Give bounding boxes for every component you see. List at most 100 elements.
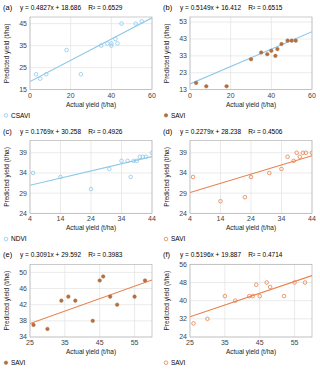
y-tick-label: 53 xyxy=(179,18,187,25)
scatter-point xyxy=(60,299,64,303)
scatter-point xyxy=(105,42,109,46)
panel: 253545552432404856(f)y = 0.5196x + 19.88… xyxy=(163,250,312,366)
legend-marker xyxy=(164,114,168,118)
panel-label: (f) xyxy=(163,250,171,259)
grid-line-x xyxy=(134,264,135,337)
panel-label: (c) xyxy=(3,127,12,136)
regression-line xyxy=(190,276,312,317)
y-tick-label: 24 xyxy=(179,333,187,340)
regression-line xyxy=(190,32,312,84)
grid-line-x xyxy=(70,17,71,90)
equation: y = 0.5196x + 19.887 R² = 0.4714 xyxy=(180,251,283,259)
scatter-point xyxy=(258,294,262,298)
plot-frame xyxy=(30,264,152,337)
y-tick-label: 56 xyxy=(179,261,187,268)
grid-line-y xyxy=(190,22,312,23)
scatter-point xyxy=(46,327,50,331)
y-tick-label: 39 xyxy=(179,149,187,156)
legend-marker xyxy=(164,237,168,241)
y-tick-label: 32 xyxy=(179,315,187,322)
grid-line-y xyxy=(190,318,312,319)
x-tick-label: 25 xyxy=(186,339,194,346)
grid-line-y xyxy=(30,304,152,305)
scatter-point xyxy=(303,281,307,285)
panel: 02040601323334353(b)y = 0.5149x + 16.412… xyxy=(163,3,316,119)
scatter-point xyxy=(276,47,280,51)
scatter-point xyxy=(286,39,290,43)
scatter-point xyxy=(249,175,253,179)
scatter-point xyxy=(150,151,152,155)
x-axis-label: Actual yield (t/ha) xyxy=(66,224,116,232)
x-tick-label: 40 xyxy=(107,92,115,99)
y-tick-label: 43 xyxy=(179,35,187,42)
regression-line xyxy=(30,280,152,324)
x-tick-label: 45 xyxy=(96,339,104,346)
marks xyxy=(30,151,152,191)
marks xyxy=(190,32,312,88)
scatter-point xyxy=(265,281,269,285)
x-tick-label: 60 xyxy=(148,92,156,99)
grid-line-x xyxy=(220,141,221,214)
y-axis-label: Predicted yield (t/ha) xyxy=(3,271,11,331)
marks xyxy=(190,151,312,203)
x-tick-label: 4 xyxy=(28,215,32,222)
scatter-point xyxy=(89,187,93,191)
grid-line-y xyxy=(190,193,312,194)
y-tick-label: 24 xyxy=(179,210,187,217)
legend-label: SAVI xyxy=(171,359,186,366)
scatter-point xyxy=(129,175,133,179)
grid-line-x xyxy=(121,141,122,214)
scatter-point xyxy=(268,171,272,175)
grid xyxy=(190,264,312,337)
grid-line-x xyxy=(251,141,252,214)
scatter-point xyxy=(114,37,118,41)
grid-line-y xyxy=(30,193,152,194)
y-tick-label: 29 xyxy=(19,190,27,197)
y-tick-label: 34 xyxy=(179,169,187,176)
x-axis-label: Actual yield (t/ha) xyxy=(226,348,276,356)
scatter-point xyxy=(44,72,48,76)
scatter-point xyxy=(225,84,229,88)
y-tick-label: 50 xyxy=(19,269,27,276)
marks xyxy=(30,18,152,82)
y-tick-label: 48 xyxy=(179,279,187,286)
legend: SAVI xyxy=(164,112,185,119)
grid-line-y xyxy=(30,45,152,46)
legend-label: CSAVI xyxy=(11,112,30,119)
plot-frame xyxy=(190,264,312,337)
panel: 020406015253545(a)y = 0.4827x + 18.686 R… xyxy=(3,3,156,119)
scatter-point xyxy=(108,167,112,171)
y-tick-label: 46 xyxy=(19,285,27,292)
scatter-point xyxy=(268,285,272,289)
scatter-point xyxy=(251,294,255,298)
legend: SAVI xyxy=(164,359,185,366)
x-tick-label: 20 xyxy=(67,92,75,99)
y-tick-label: 23 xyxy=(179,69,187,76)
scatter-point xyxy=(110,44,114,48)
plot-frame xyxy=(190,17,312,90)
scatter-point xyxy=(126,159,130,163)
grid xyxy=(190,17,312,90)
scatter-point xyxy=(270,49,274,53)
legend-label: SAVI xyxy=(171,112,186,119)
marks xyxy=(30,275,152,331)
scatter-point xyxy=(120,159,124,163)
x-axis-label: Actual yield (t/ha) xyxy=(66,101,116,109)
x-tick-label: 24 xyxy=(87,215,95,222)
scatter-point xyxy=(67,295,71,299)
scatter-point xyxy=(295,151,299,155)
scatter-point xyxy=(282,294,286,298)
scatter-point xyxy=(194,81,198,85)
x-axis-label: Actual yield (t/ha) xyxy=(66,348,116,356)
grid-line-x xyxy=(60,141,61,214)
y-tick-label: 25 xyxy=(19,64,27,71)
grid-line-y xyxy=(190,172,312,173)
scatter-point xyxy=(292,159,296,163)
scatter-point xyxy=(98,279,102,283)
x-tick-label: 44 xyxy=(148,215,156,222)
scatter-point xyxy=(219,199,223,203)
scatter-point xyxy=(99,44,103,48)
x-tick-label: 34 xyxy=(278,215,286,222)
legend-marker xyxy=(4,237,8,241)
grid-line-x xyxy=(271,17,272,90)
